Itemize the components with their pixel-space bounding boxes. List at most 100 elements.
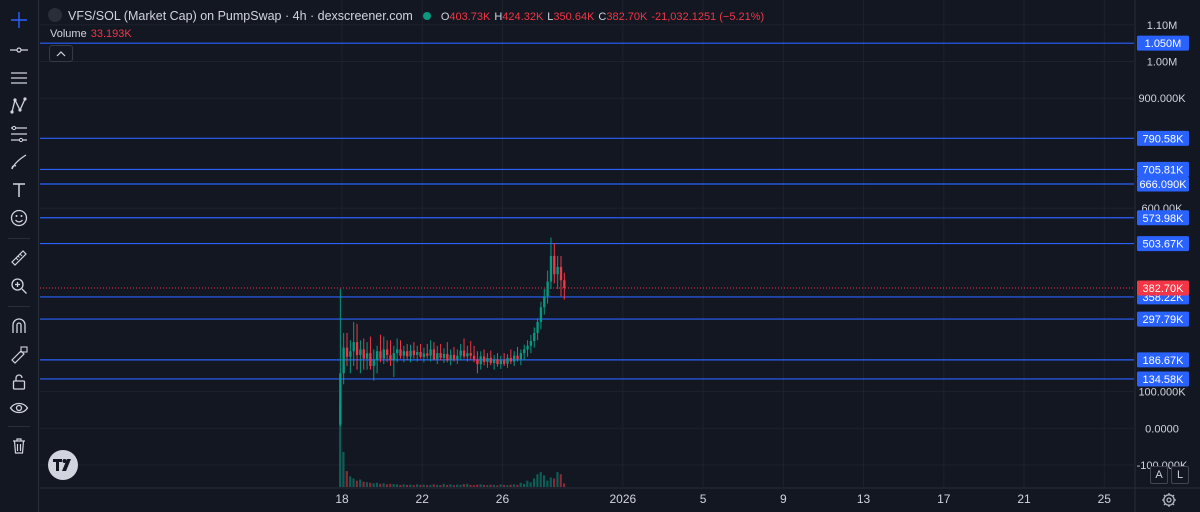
volume-bar (415, 484, 419, 487)
close-label: C (598, 11, 607, 23)
volume-bar (449, 484, 452, 487)
volume-bar (496, 485, 499, 487)
x-tick-label: 5 (700, 492, 707, 506)
volume-bar (342, 451, 345, 487)
last-price-label-box (1137, 280, 1189, 296)
volume-bar (556, 472, 559, 487)
candle-body (406, 351, 409, 357)
volume-bar (529, 482, 532, 487)
volume-bar (469, 484, 472, 487)
candle-body (526, 345, 529, 350)
symbol-title[interactable]: VFS/SOL (Market Cap) on PumpSwap · 4h · … (68, 9, 413, 23)
volume-bar (365, 482, 368, 487)
volume-bar (532, 478, 536, 487)
level-label: 1.050M (1145, 38, 1182, 50)
token-logo-icon (48, 8, 62, 22)
volume-bar (549, 477, 552, 487)
candle-body (349, 351, 352, 357)
level-label: 503.67K (1143, 239, 1185, 251)
volume-bar (369, 482, 372, 487)
candle-body (533, 332, 536, 342)
volume-bar (502, 484, 506, 487)
log-scale-button[interactable]: L (1171, 466, 1189, 484)
open-label: O (440, 11, 450, 23)
candle-body (462, 350, 466, 357)
volume-bar (395, 484, 399, 487)
candle-body (395, 349, 399, 354)
candle-body (345, 347, 349, 357)
zoom-in-icon[interactable] (7, 274, 31, 298)
candle-body (556, 266, 559, 275)
volume-bar (462, 484, 465, 487)
volume-bar (553, 478, 556, 487)
candle-body (352, 342, 355, 352)
volume-bar (379, 483, 382, 487)
candle-body (392, 353, 395, 361)
magnet-icon[interactable] (7, 314, 31, 338)
level-label: 297.79K (1143, 314, 1185, 326)
parallel-lines-icon[interactable] (7, 66, 31, 90)
volume-bar (355, 480, 358, 487)
pattern-icon[interactable] (7, 94, 31, 118)
collapse-legend-button[interactable] (49, 45, 73, 62)
volume-bar (439, 485, 442, 487)
candle-body (563, 280, 566, 288)
candle-body (529, 341, 533, 346)
candle-body (402, 351, 406, 356)
level-label-box (1137, 35, 1189, 51)
candle-body (429, 349, 432, 356)
horizontal-line-icon[interactable] (7, 38, 31, 62)
volume-bar (452, 485, 455, 487)
settings-button[interactable] (1160, 491, 1178, 509)
candle-body (449, 354, 452, 361)
candle-body (476, 359, 479, 365)
y-tick-label: 900.000K (1138, 93, 1186, 105)
volume-bar (512, 484, 516, 487)
volume-bar (432, 484, 435, 487)
candle-body (492, 359, 496, 364)
level-label-box (1137, 161, 1189, 177)
crosshair-icon[interactable] (7, 8, 31, 32)
tradingview-logo-icon (53, 459, 71, 471)
candle-body (466, 353, 469, 357)
lock-icon[interactable] (7, 370, 31, 394)
brush-icon[interactable] (7, 150, 31, 174)
volume-bar (429, 484, 432, 487)
x-tick-label: 13 (857, 492, 871, 506)
ruler-icon[interactable] (7, 246, 31, 270)
fib-icon[interactable] (7, 122, 31, 146)
volume-value: 33.193K (90, 28, 132, 40)
open-value: 403.73K (449, 11, 491, 23)
volume-bar (446, 484, 449, 487)
level-label: 666.090K (1139, 179, 1187, 191)
volume-bar (539, 472, 542, 487)
candle-body (369, 353, 372, 366)
trash-icon[interactable] (7, 434, 31, 458)
level-label-box (1137, 176, 1189, 192)
candle-body (432, 349, 436, 360)
candle-body (412, 350, 416, 355)
y-tick-label: 1.10M (1147, 20, 1178, 32)
candle-body (422, 353, 426, 357)
candle-body (409, 350, 412, 357)
x-tick-label: 9 (780, 492, 787, 506)
candle-body (375, 351, 379, 361)
lock-drawing-icon[interactable] (7, 342, 31, 366)
candle-body (496, 359, 499, 365)
eye-icon[interactable] (7, 396, 31, 420)
emoji-icon[interactable] (7, 206, 31, 230)
candle-body (416, 352, 419, 355)
volume-bar (362, 481, 365, 487)
candle-body (355, 342, 359, 355)
chart-legend: VFS/SOL (Market Cap) on PumpSwap · 4h · … (48, 8, 768, 23)
candle-body (469, 353, 472, 356)
volume-bar (546, 480, 549, 487)
tradingview-logo[interactable] (48, 450, 78, 480)
volume-bar (509, 484, 512, 487)
candle-body (486, 357, 489, 362)
x-tick-label: 25 (1098, 492, 1112, 506)
auto-scale-button[interactable]: A (1150, 466, 1168, 484)
text-icon[interactable] (7, 178, 31, 202)
